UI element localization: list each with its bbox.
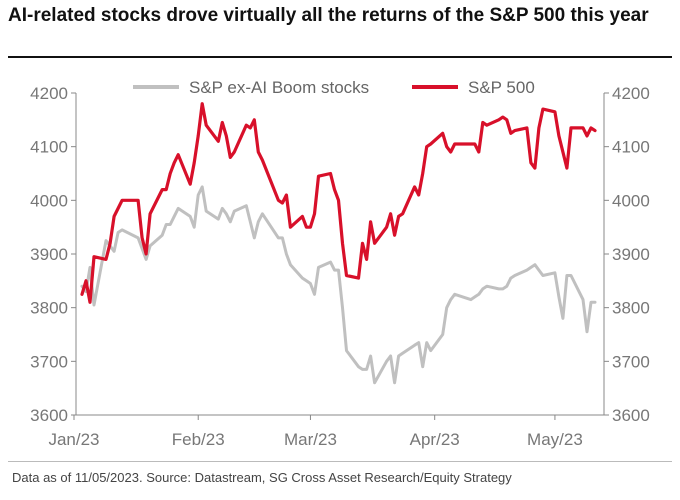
y-tick-label: 4000 bbox=[30, 191, 68, 210]
series-lines bbox=[80, 102, 597, 385]
x-tick-label: Feb/23 bbox=[172, 430, 225, 449]
y-tick-label: 4200 bbox=[30, 84, 68, 103]
y-tick-label: 3700 bbox=[30, 352, 68, 371]
y-axis-right: 3600 3700 3800 3900 4000 4100 4200 bbox=[604, 84, 650, 425]
chart-title: AI-related stocks drove virtually all th… bbox=[8, 5, 649, 26]
y-tick-label-right: 4100 bbox=[612, 138, 650, 157]
x-axis: Jan/23 Feb/23 Mar/23 Apr/23 May/23 bbox=[48, 415, 583, 449]
y-tick-label-right: 3600 bbox=[612, 406, 650, 425]
series-line-s-p-ex-ai-boom-stocks bbox=[80, 185, 597, 385]
legend-label-s-p-ex-ai-boom-stocks: S&P ex-AI Boom stocks bbox=[189, 78, 369, 97]
x-tick-label: Jan/23 bbox=[48, 430, 99, 449]
x-tick-label: Mar/23 bbox=[284, 430, 337, 449]
y-tick-label: 4100 bbox=[30, 138, 68, 157]
y-tick-label-right: 4000 bbox=[612, 191, 650, 210]
x-tick-label: Apr/23 bbox=[410, 430, 460, 449]
y-tick-label-right: 3900 bbox=[612, 245, 650, 264]
y-tick-label: 3900 bbox=[30, 245, 68, 264]
y-tick-label-right: 3800 bbox=[612, 299, 650, 318]
legend: S&P ex-AI Boom stocks S&P 500 bbox=[133, 78, 535, 97]
series-line-s-p-500 bbox=[80, 102, 597, 304]
y-tick-label: 3600 bbox=[30, 406, 68, 425]
title-rule bbox=[8, 56, 672, 58]
y-tick-label: 3800 bbox=[30, 299, 68, 318]
footer-rule bbox=[8, 461, 672, 462]
chart-frame bbox=[75, 93, 605, 416]
legend-label-s-p-500: S&P 500 bbox=[468, 78, 535, 97]
y-tick-label-right: 3700 bbox=[612, 352, 650, 371]
y-axis-left: 3600 3700 3800 3900 4000 4100 4200 bbox=[30, 84, 76, 425]
source-note: Data as of 11/05/2023. Source: Datastrea… bbox=[12, 470, 512, 485]
x-tick-label: May/23 bbox=[527, 430, 583, 449]
y-tick-label-right: 4200 bbox=[612, 84, 650, 103]
